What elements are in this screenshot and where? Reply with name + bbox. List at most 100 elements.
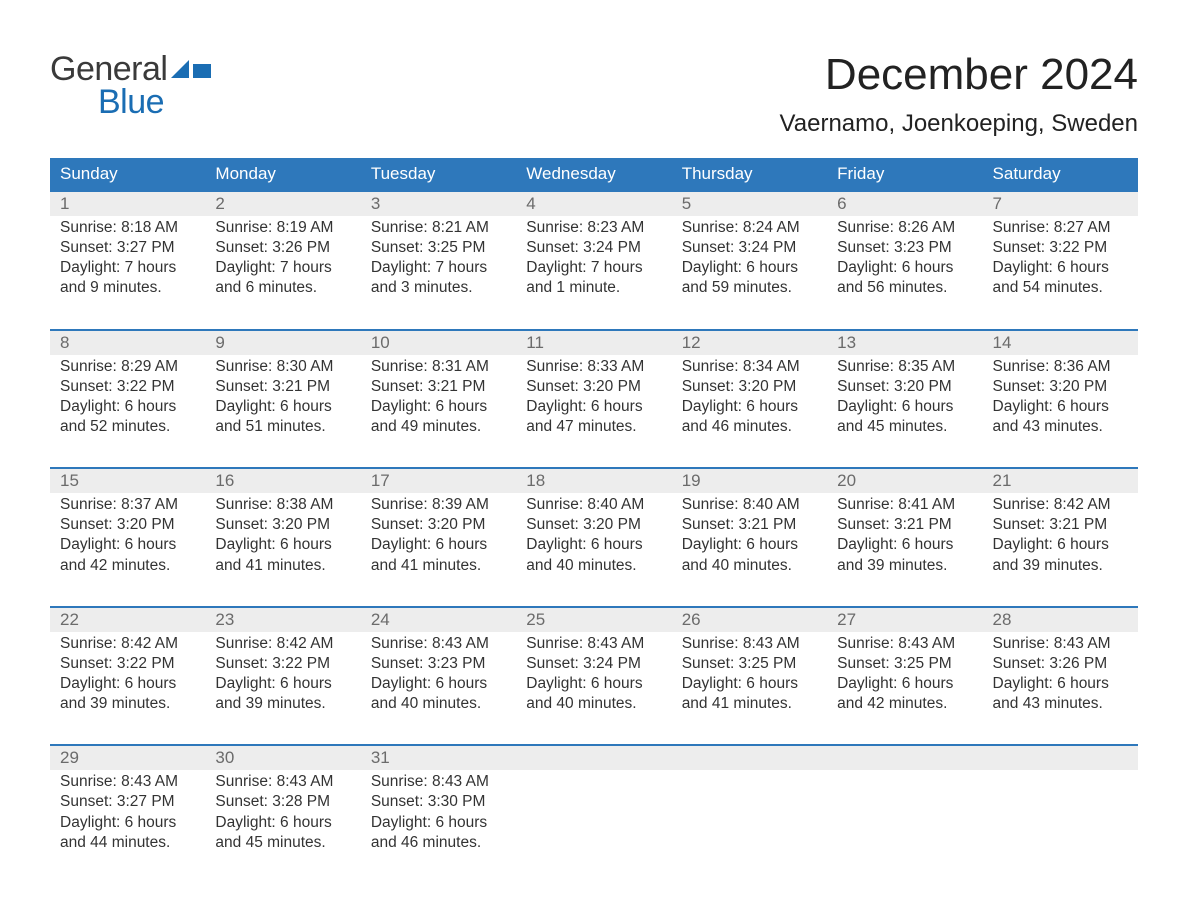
day-dayl1: Daylight: 6 hours [993, 258, 1128, 278]
day-dayl2: and 39 minutes. [215, 694, 350, 714]
day-detail-cell: Sunrise: 8:43 AMSunset: 3:23 PMDaylight:… [361, 632, 516, 746]
day-dayl1: Daylight: 6 hours [60, 674, 195, 694]
day-sunset: Sunset: 3:21 PM [215, 377, 350, 397]
day-dayl1: Daylight: 6 hours [837, 397, 972, 417]
day-sunrise: Sunrise: 8:21 AM [371, 218, 506, 238]
day-number-cell: 7 [983, 191, 1138, 216]
day-sunrise: Sunrise: 8:34 AM [682, 357, 817, 377]
day-detail-cell: Sunrise: 8:29 AMSunset: 3:22 PMDaylight:… [50, 355, 205, 469]
day-dayl2: and 3 minutes. [371, 278, 506, 298]
day-detail-cell: Sunrise: 8:30 AMSunset: 3:21 PMDaylight:… [205, 355, 360, 469]
day-sunset: Sunset: 3:24 PM [526, 238, 661, 258]
day-dayl1: Daylight: 6 hours [526, 535, 661, 555]
day-dayl2: and 51 minutes. [215, 417, 350, 437]
day-dayl2: and 40 minutes. [682, 556, 817, 576]
day-number-cell: 15 [50, 468, 205, 493]
day-detail-cell: Sunrise: 8:42 AMSunset: 3:22 PMDaylight:… [205, 632, 360, 746]
day-dayl1: Daylight: 6 hours [993, 674, 1128, 694]
day-dayl2: and 41 minutes. [371, 556, 506, 576]
day-number-cell [672, 745, 827, 770]
day-dayl2: and 46 minutes. [371, 833, 506, 853]
day-sunset: Sunset: 3:20 PM [837, 377, 972, 397]
day-number-row: 891011121314 [50, 330, 1138, 355]
day-number-cell: 11 [516, 330, 671, 355]
day-sunset: Sunset: 3:28 PM [215, 792, 350, 812]
header: General Blue December 2024 Vaernamo, Joe… [50, 50, 1138, 138]
day-sunset: Sunset: 3:23 PM [371, 654, 506, 674]
day-number-cell: 10 [361, 330, 516, 355]
day-sunrise: Sunrise: 8:23 AM [526, 218, 661, 238]
day-sunrise: Sunrise: 8:33 AM [526, 357, 661, 377]
day-detail-row: Sunrise: 8:18 AMSunset: 3:27 PMDaylight:… [50, 216, 1138, 330]
day-detail-cell: Sunrise: 8:43 AMSunset: 3:25 PMDaylight:… [672, 632, 827, 746]
day-dayl1: Daylight: 6 hours [371, 397, 506, 417]
day-sunrise: Sunrise: 8:42 AM [993, 495, 1128, 515]
day-dayl2: and 43 minutes. [993, 417, 1128, 437]
day-sunset: Sunset: 3:21 PM [993, 515, 1128, 535]
day-number-cell [827, 745, 982, 770]
day-sunset: Sunset: 3:26 PM [993, 654, 1128, 674]
day-detail-cell: Sunrise: 8:33 AMSunset: 3:20 PMDaylight:… [516, 355, 671, 469]
day-number-cell [516, 745, 671, 770]
day-sunset: Sunset: 3:22 PM [60, 377, 195, 397]
day-number-cell: 12 [672, 330, 827, 355]
day-number-cell: 16 [205, 468, 360, 493]
day-number-cell: 2 [205, 191, 360, 216]
day-detail-cell: Sunrise: 8:23 AMSunset: 3:24 PMDaylight:… [516, 216, 671, 330]
day-sunset: Sunset: 3:20 PM [215, 515, 350, 535]
day-dayl2: and 9 minutes. [60, 278, 195, 298]
day-sunset: Sunset: 3:24 PM [526, 654, 661, 674]
day-number-cell: 28 [983, 607, 1138, 632]
day-dayl2: and 45 minutes. [837, 417, 972, 437]
day-dayl2: and 40 minutes. [526, 556, 661, 576]
day-dayl1: Daylight: 6 hours [371, 674, 506, 694]
day-sunrise: Sunrise: 8:37 AM [60, 495, 195, 515]
day-detail-cell: Sunrise: 8:35 AMSunset: 3:20 PMDaylight:… [827, 355, 982, 469]
day-detail-cell: Sunrise: 8:43 AMSunset: 3:25 PMDaylight:… [827, 632, 982, 746]
title-block: December 2024 Vaernamo, Joenkoeping, Swe… [780, 50, 1138, 138]
day-sunrise: Sunrise: 8:43 AM [682, 634, 817, 654]
day-header: Monday [205, 158, 360, 191]
day-dayl1: Daylight: 6 hours [682, 258, 817, 278]
day-dayl2: and 52 minutes. [60, 417, 195, 437]
day-sunset: Sunset: 3:20 PM [60, 515, 195, 535]
day-dayl1: Daylight: 6 hours [837, 535, 972, 555]
day-dayl2: and 46 minutes. [682, 417, 817, 437]
day-dayl1: Daylight: 6 hours [993, 397, 1128, 417]
day-sunset: Sunset: 3:24 PM [682, 238, 817, 258]
day-detail-cell: Sunrise: 8:43 AMSunset: 3:24 PMDaylight:… [516, 632, 671, 746]
day-detail-cell: Sunrise: 8:18 AMSunset: 3:27 PMDaylight:… [50, 216, 205, 330]
day-detail-cell: Sunrise: 8:42 AMSunset: 3:21 PMDaylight:… [983, 493, 1138, 607]
day-detail-cell: Sunrise: 8:34 AMSunset: 3:20 PMDaylight:… [672, 355, 827, 469]
day-dayl2: and 45 minutes. [215, 833, 350, 853]
day-number-cell: 9 [205, 330, 360, 355]
day-detail-cell: Sunrise: 8:26 AMSunset: 3:23 PMDaylight:… [827, 216, 982, 330]
day-dayl2: and 40 minutes. [526, 694, 661, 714]
day-number-cell: 14 [983, 330, 1138, 355]
day-detail-row: Sunrise: 8:43 AMSunset: 3:27 PMDaylight:… [50, 770, 1138, 863]
day-sunrise: Sunrise: 8:43 AM [837, 634, 972, 654]
day-detail-cell: Sunrise: 8:43 AMSunset: 3:28 PMDaylight:… [205, 770, 360, 863]
day-sunrise: Sunrise: 8:29 AM [60, 357, 195, 377]
day-dayl2: and 1 minute. [526, 278, 661, 298]
day-detail-cell: Sunrise: 8:36 AMSunset: 3:20 PMDaylight:… [983, 355, 1138, 469]
day-detail-cell: Sunrise: 8:43 AMSunset: 3:26 PMDaylight:… [983, 632, 1138, 746]
day-sunset: Sunset: 3:23 PM [837, 238, 972, 258]
day-sunset: Sunset: 3:21 PM [682, 515, 817, 535]
day-sunrise: Sunrise: 8:26 AM [837, 218, 972, 238]
day-dayl1: Daylight: 7 hours [526, 258, 661, 278]
day-number-cell: 24 [361, 607, 516, 632]
page-title: December 2024 [780, 50, 1138, 100]
day-dayl1: Daylight: 7 hours [60, 258, 195, 278]
day-number-row: 22232425262728 [50, 607, 1138, 632]
day-dayl2: and 49 minutes. [371, 417, 506, 437]
day-dayl1: Daylight: 6 hours [682, 674, 817, 694]
day-header: Thursday [672, 158, 827, 191]
day-detail-cell: Sunrise: 8:24 AMSunset: 3:24 PMDaylight:… [672, 216, 827, 330]
day-sunrise: Sunrise: 8:42 AM [215, 634, 350, 654]
day-number-cell: 4 [516, 191, 671, 216]
day-number-cell: 31 [361, 745, 516, 770]
day-dayl1: Daylight: 6 hours [371, 535, 506, 555]
day-dayl1: Daylight: 6 hours [60, 535, 195, 555]
day-sunrise: Sunrise: 8:40 AM [526, 495, 661, 515]
